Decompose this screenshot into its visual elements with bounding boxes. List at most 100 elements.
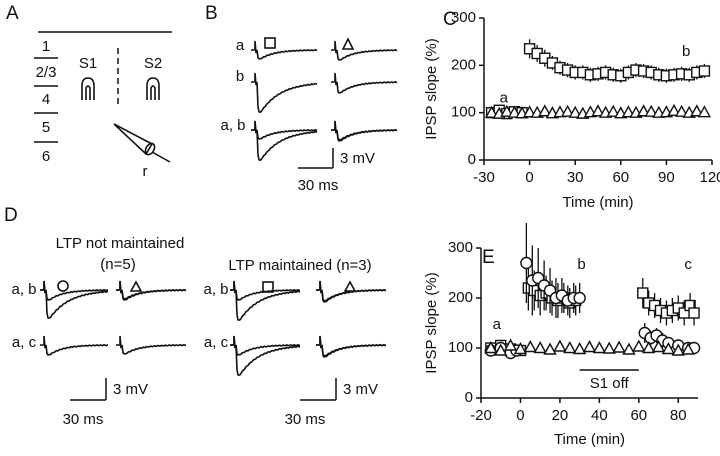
y-tick-label: 100 [451,104,476,121]
trace [230,335,301,356]
y-tick-label: 200 [451,56,476,73]
marker-triangle [494,343,508,356]
marker-triangle [592,341,607,354]
marker-triangle [636,104,651,117]
panel-label: B [205,3,218,24]
marker-triangle [522,105,537,118]
marker-triangle [538,104,552,117]
site-label: S1 [79,55,97,72]
marker-triangle [568,105,582,118]
x-tick-label: 60 [612,169,629,186]
group-title: LTP maintained (n=3) [228,257,371,274]
panel-b: B a b a, b 3 mV 30 ms [205,3,398,194]
marker-square [698,65,711,77]
layer-label: 2/3 [36,64,57,81]
trace [40,280,109,319]
y-tick-label: 300 [448,239,473,256]
trace [316,335,387,358]
marker-triangle [503,338,518,351]
marker-triangle [606,104,620,117]
panel-label: C [443,9,457,30]
marker-triangle [621,105,636,118]
annotation: b [682,43,690,60]
trace [116,280,187,301]
y-axis-label: IPSP slope (%) [423,38,440,139]
group-subtitle: (n=5) [100,256,135,273]
marker-triangle [513,342,528,355]
x-axis-label: Time (min) [562,194,633,211]
trace [40,335,109,356]
y-tick-label: 0 [468,151,476,168]
annotation: c [684,256,692,273]
electrode-label: r [143,163,148,180]
marker-triangle [563,341,577,354]
marker-triangle [500,104,514,117]
trace [230,280,301,322]
marker-triangle [667,103,681,116]
trace [331,72,398,94]
group-title: LTP not maintained [56,235,185,252]
marker-triangle [582,340,597,353]
annotation: a [493,316,502,333]
marker-triangle [523,340,538,353]
trace [251,120,318,162]
x-tick-label: -30 [473,169,495,186]
x-tick-label: -20 [470,407,492,424]
x-tick-label: 30 [567,169,584,186]
marker-triangle [602,341,616,354]
layer-label: 6 [42,148,50,165]
marker-triangle [507,105,522,118]
y-tick-label: 300 [451,9,476,26]
triangle-symbol [343,280,357,292]
marker-triangle [697,105,712,118]
trace [251,72,318,114]
marker-circle [520,256,533,270]
marker-triangle [671,343,685,356]
row-label: b [236,68,244,85]
row-label: a, b [203,281,228,298]
scale-label: 30 ms [298,177,339,194]
marker-triangle [674,104,689,117]
pipette [113,123,154,156]
trace [331,120,398,142]
pipette-wire [151,151,171,163]
panel-d: D LTP not maintained (n=5) a, b a, c 3 m… [4,205,387,428]
marker-triangle [681,342,695,355]
row-label: a, c [204,334,229,351]
x-tick-label: 80 [670,407,687,424]
marker-triangle [644,104,658,117]
layer-label: 1 [42,38,50,55]
square-symbol [262,281,274,293]
annotation: b [577,256,585,273]
panel-a: A 1 2/3 4 5 6 S1 S2 r [6,3,172,180]
trace [116,335,187,355]
scale-label: 30 ms [285,411,326,428]
row-label: a, b [220,117,245,134]
marker-triangle [484,105,499,118]
stim-electrode [81,77,95,100]
y-axis-label: IPSP slope (%) [423,272,440,373]
trace [251,120,318,140]
layer-label: 5 [42,119,50,136]
stim-electrode [146,77,160,100]
x-tick-label: 0 [525,169,533,186]
marker-triangle [560,104,575,117]
marker-square [637,287,649,299]
marker-triangle [641,341,656,354]
trace [316,280,387,303]
annotation: a [500,89,509,106]
trace [331,40,398,61]
scale-label: 30 ms [63,411,104,428]
marker-square [688,307,700,319]
row-label: a, b [11,281,36,298]
panel-label: A [6,3,19,24]
x-tick-label: 20 [552,407,569,424]
panel-label: D [4,205,18,226]
scale-label: 3 mV [113,381,148,398]
marker-triangle [612,340,626,353]
row-label: a, c [12,334,37,351]
x-tick-label: 60 [630,407,647,424]
